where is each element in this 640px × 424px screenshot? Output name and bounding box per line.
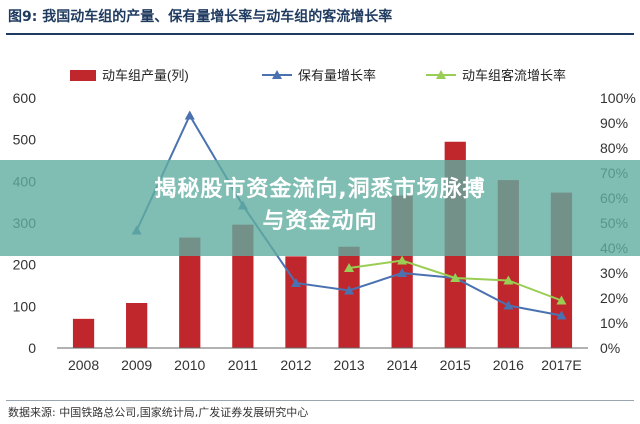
source-rule: [6, 400, 634, 401]
y-left-tick-label: 100: [13, 298, 37, 314]
production-bar: [285, 256, 307, 348]
fleet-growth-point: [397, 268, 408, 277]
y-left-tick-label: 200: [13, 257, 37, 273]
y-right-tick-label: 100%: [600, 90, 636, 106]
x-tick-label: 2015: [440, 357, 471, 373]
x-tick-label: 2011: [228, 357, 258, 373]
growth-lines: [131, 110, 567, 320]
y-left-tick-label: 0: [28, 340, 36, 356]
x-tick-label: 2012: [280, 357, 311, 373]
legend-marker-passenger-growth: [436, 70, 446, 79]
x-tick-label: 2010: [174, 357, 205, 373]
passenger-growth-point: [344, 263, 355, 272]
chart-legend: 动车组产量(列) 保有量增长率 动车组客流增长率: [70, 68, 566, 83]
legend-marker-fleet-growth: [272, 70, 282, 79]
passenger-growth-point: [556, 295, 567, 305]
x-tick-label: 2009: [121, 357, 152, 373]
production-bar: [72, 318, 95, 348]
y-right-tick-label: 80%: [600, 140, 628, 156]
production-bar: [126, 303, 148, 348]
production-bar: [179, 237, 201, 348]
fleet-growth-point: [503, 300, 514, 310]
legend-swatch-production: [70, 70, 96, 81]
title-rule: [6, 33, 634, 35]
passenger-growth-point: [503, 275, 514, 285]
banner-line-2: 与资金动向: [262, 209, 378, 234]
legend-label-passenger-growth: 动车组客流增长率: [462, 68, 566, 83]
y-left-tick-label: 500: [13, 132, 37, 148]
x-axis-labels: 2008 2009 2010 2011 2012 2013 2014 2015 2016 2017…: [68, 357, 582, 373]
passenger-growth-point: [450, 273, 461, 282]
x-tick-label: 2016: [493, 357, 524, 373]
passenger-growth-point: [397, 255, 408, 265]
legend-label-fleet-growth: 保有量增长率: [298, 68, 376, 83]
x-tick-label: 2014: [387, 357, 418, 373]
y-right-tick-label: 90%: [600, 115, 628, 131]
x-tick-label: 2008: [68, 357, 99, 373]
x-tick-label: 2013: [333, 357, 364, 373]
figure-title: 图9: 我国动车组的产量、保有量增长率与动车组的客流增长率: [8, 9, 393, 25]
banner-headline: 揭秘股市资金流向,洞悉市场脉搏 与资金动向: [0, 174, 640, 238]
source-note: 数据来源: 中国铁路总公司,国家统计局,广发证券发展研究中心: [8, 406, 309, 419]
x-tick-label: 2017E: [541, 357, 581, 373]
y-right-tick-label: 30%: [600, 265, 628, 281]
banner-line-1: 揭秘股市资金流向,洞悉市场脉搏: [154, 177, 486, 202]
headline-banner: 揭秘股市资金流向,洞悉市场脉搏 与资金动向: [0, 160, 640, 256]
fleet-growth-point: [344, 285, 355, 295]
y-right-tick-label: 20%: [600, 290, 628, 306]
y-right-tick-label: 0%: [600, 340, 620, 356]
legend-label-production: 动车组产量(列): [102, 68, 189, 83]
y-right-tick-label: 10%: [600, 315, 628, 331]
fleet-growth-point: [184, 110, 195, 120]
y-left-tick-label: 600: [13, 90, 37, 106]
production-bar: [338, 246, 360, 348]
fleet-growth-point: [556, 310, 567, 320]
fleet-growth-point: [290, 278, 301, 287]
